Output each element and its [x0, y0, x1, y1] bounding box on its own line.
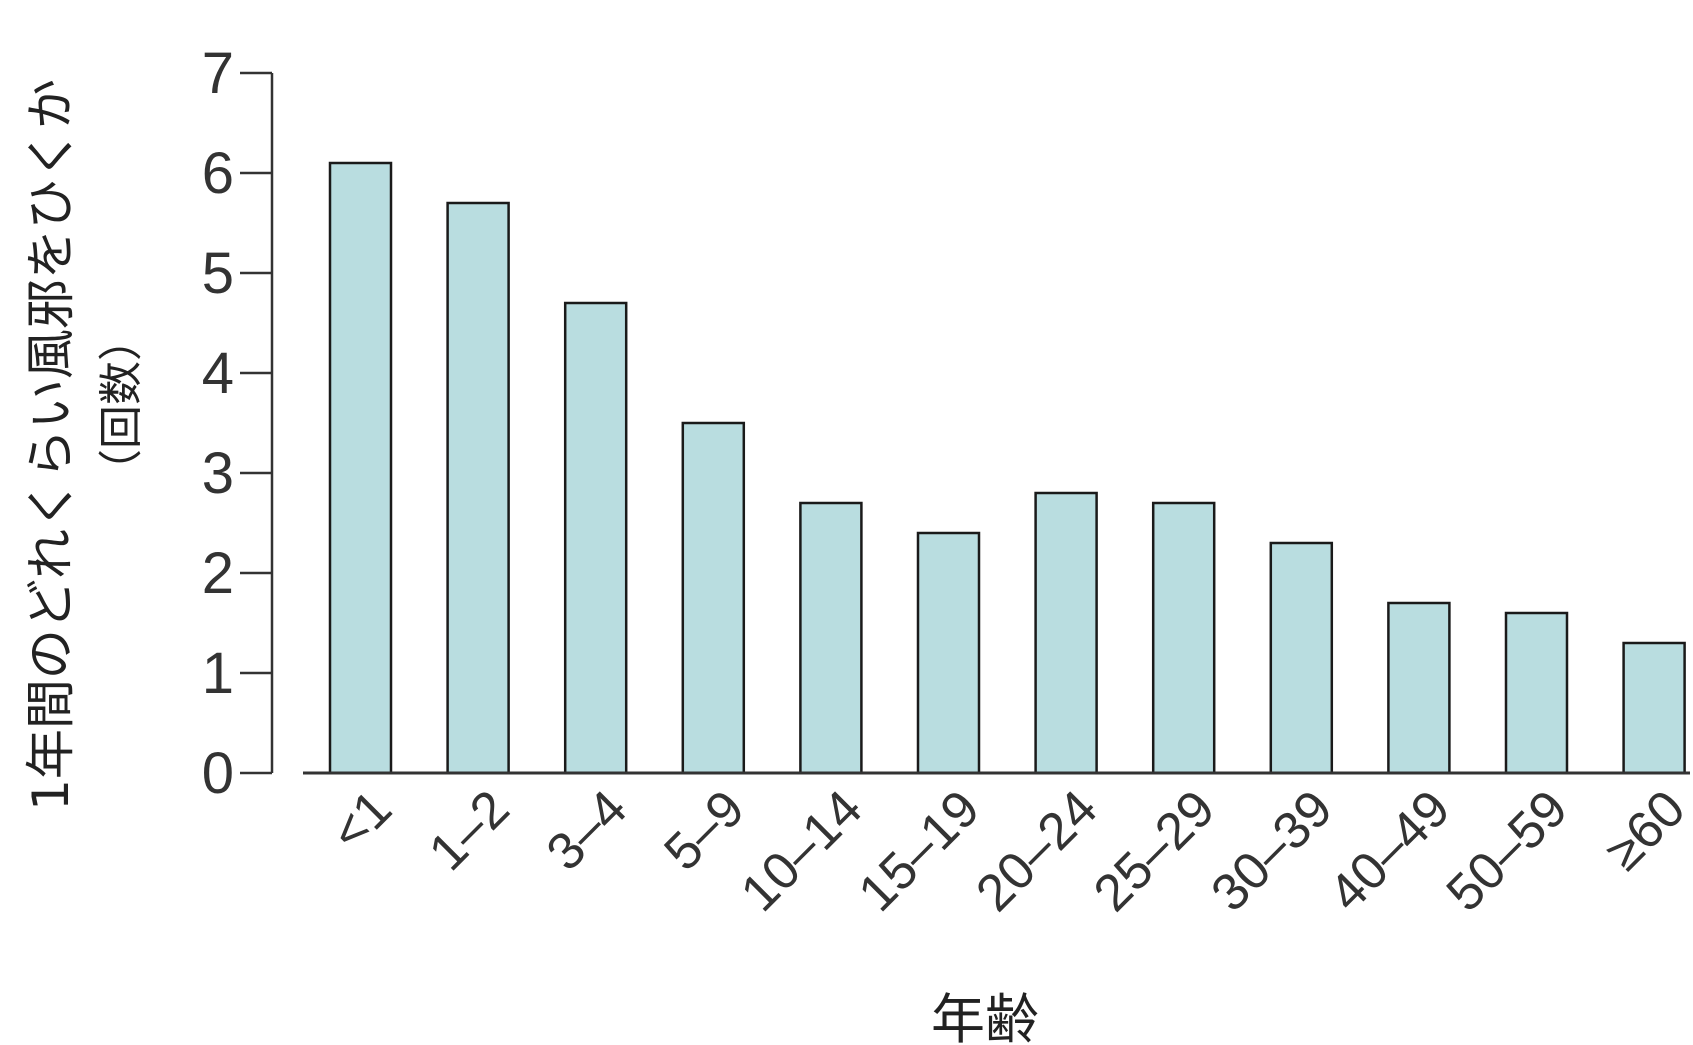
y-axis: 0 1 2 3 4 5 6 7	[202, 41, 274, 806]
bars-group	[328, 161, 1686, 775]
bar	[1269, 541, 1334, 775]
bar	[1387, 601, 1451, 775]
x-tick-label: 3–4	[536, 779, 638, 881]
y-tick-label: 5	[202, 241, 234, 306]
bar	[681, 421, 746, 775]
bar	[1622, 641, 1686, 775]
y-tick-label: 2	[202, 541, 234, 606]
y-tick-label: 4	[202, 341, 234, 406]
x-tick-label: 30–39	[1201, 779, 1344, 922]
x-tick-label: ≥60	[1594, 779, 1693, 881]
bar	[1504, 611, 1569, 775]
y-tick-label: 0	[202, 741, 234, 806]
x-axis: <1 1–2 3–4 5–910–1415–1920–2425–2930–3940–4…	[303, 771, 1693, 923]
bar	[1034, 491, 1098, 775]
y-tick-label: 7	[202, 41, 234, 106]
bar	[799, 501, 863, 775]
x-axis-title: 年齢	[931, 988, 1039, 1045]
x-tick-label: 40–49	[1318, 779, 1461, 922]
x-tick-label: 1–2	[418, 779, 520, 881]
x-tick-label: 10–14	[730, 779, 873, 922]
y-axis-title: 1年間のどれくらい風邪をひくか	[22, 79, 80, 811]
x-tick-label: 5–9	[653, 779, 755, 881]
x-tick-label: 25–29	[1083, 779, 1226, 922]
y-tick-label: 3	[202, 441, 234, 506]
x-tick-label: 50–59	[1436, 779, 1579, 922]
bar	[563, 301, 628, 775]
y-tick-label: 6	[202, 141, 234, 206]
x-tick-label: 20–24	[965, 779, 1108, 922]
bar	[1151, 501, 1216, 775]
bar	[446, 201, 510, 775]
x-tick-label: 15–19	[848, 779, 991, 922]
y-tick-label: 1	[202, 641, 234, 706]
y-axis-unit: （回数）	[96, 317, 147, 493]
y-axis-title-group: 1年間のどれくらい風邪をひくか （回数）	[22, 79, 147, 811]
bar	[916, 531, 981, 775]
bar	[328, 161, 393, 775]
x-tick-label: <1	[320, 779, 403, 862]
